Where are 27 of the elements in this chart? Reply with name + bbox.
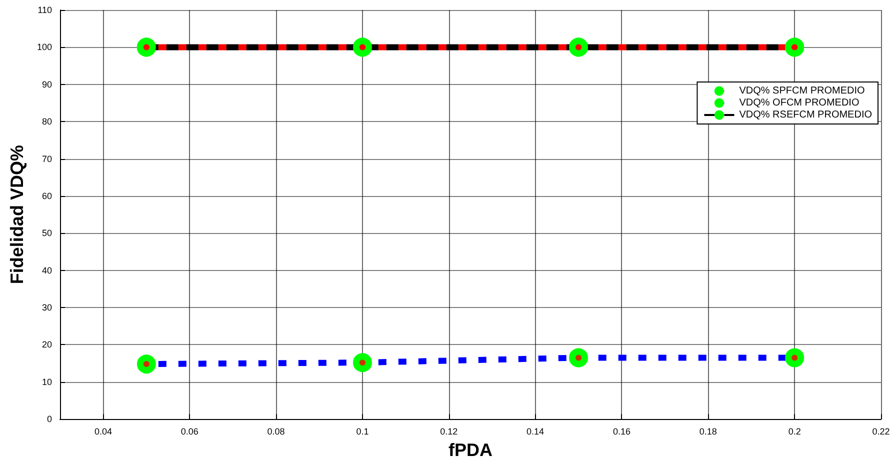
x-tick-label: 0.04 [94, 426, 112, 437]
legend-label: VDQ% SPFCM PROMEDIO [739, 86, 865, 96]
y-tick-label: 110 [38, 5, 52, 15]
y-tick-label: 0 [46, 414, 52, 424]
y-tick-label: 40 [42, 265, 52, 276]
legend-label: VDQ% OFCM PROMEDIO [739, 98, 860, 108]
x-axis-title: fPDA [448, 440, 492, 460]
x-tick-label: 0.2 [788, 426, 801, 437]
y-tick-label: 60 [42, 190, 52, 201]
y-tick-label: 70 [42, 154, 52, 164]
legend-label: VDQ% RSEFCM PROMEDIO [739, 110, 872, 120]
y-tick-label: 100 [36, 42, 52, 52]
y-axis-title: Fidelidad VDQ% [7, 145, 28, 284]
x-tick-label: 0.12 [440, 426, 458, 437]
y-tick-label: 90 [42, 79, 52, 90]
x-tick-label: 0.22 [872, 426, 890, 437]
y-tick-label: 10 [42, 376, 52, 387]
x-tick-label: 0.08 [267, 426, 285, 437]
x-tick-label: 0.1 [356, 426, 369, 437]
y-tick-label: 20 [42, 340, 52, 350]
y-tick-label: 80 [42, 116, 52, 127]
y-tick-label: 30 [42, 302, 52, 313]
x-tick-label: 0.06 [180, 426, 198, 437]
y-tick-label: 50 [42, 228, 52, 238]
x-tick-label: 0.18 [699, 426, 717, 437]
x-tick-label: 0.14 [526, 426, 544, 437]
x-tick-label: 0.16 [612, 426, 630, 437]
